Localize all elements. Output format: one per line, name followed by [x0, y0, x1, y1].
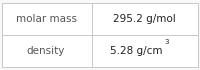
Text: 3: 3	[164, 39, 168, 45]
Text: 295.2 g/mol: 295.2 g/mol	[113, 14, 175, 24]
Text: 5.28 g/cm: 5.28 g/cm	[110, 46, 162, 56]
FancyBboxPatch shape	[2, 3, 198, 67]
Text: density: density	[27, 46, 65, 56]
Text: molar mass: molar mass	[16, 14, 76, 24]
